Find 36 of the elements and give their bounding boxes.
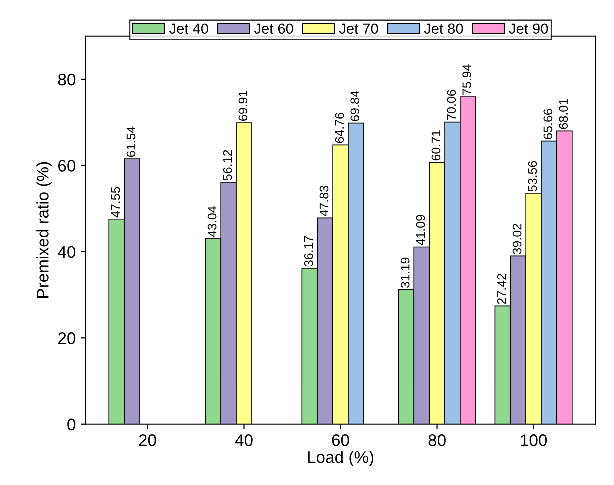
y-tick-label: 60 — [58, 160, 76, 172]
data-label: 36.17 — [304, 236, 314, 267]
legend-label: Jet 70 — [339, 24, 378, 34]
data-label: 27.42 — [497, 274, 506, 304]
x-tick-label: 20 — [139, 434, 156, 446]
x-tick-label: 100 — [521, 434, 548, 446]
data-label: 69.84 — [350, 90, 360, 122]
legend-label: Jet 40 — [170, 24, 208, 34]
data-label: 65.66 — [544, 109, 553, 140]
data-label: 69.91 — [238, 90, 248, 121]
y-tick-label: 0 — [68, 418, 76, 431]
data-label: 47.83 — [320, 186, 329, 216]
data-label: 53.56 — [528, 161, 538, 192]
data-label: 41.09 — [416, 215, 426, 246]
data-label: 47.55 — [111, 187, 120, 218]
y-tick-label: 80 — [58, 74, 76, 86]
data-label: 70.06 — [447, 90, 456, 120]
data-label: 56.12 — [223, 150, 232, 181]
x-tick-label: 80 — [428, 434, 446, 446]
data-label: 31.19 — [400, 258, 410, 288]
x-tick-label: 60 — [332, 434, 350, 446]
data-label: 75.94 — [462, 64, 472, 95]
y-tick-label: 20 — [58, 332, 76, 344]
y-tick-label: 40 — [58, 246, 76, 258]
data-label: 61.54 — [126, 126, 136, 158]
data-label: 43.04 — [208, 206, 217, 238]
y-axis-title: Premixed ratio (%) — [36, 162, 52, 298]
legend-label: Jet 90 — [509, 24, 548, 34]
data-label: 39.02 — [512, 224, 522, 254]
x-axis-title: Load (%) — [308, 451, 374, 467]
x-tick-label: 40 — [235, 434, 253, 446]
data-label: 60.71 — [432, 130, 441, 161]
legend-label: Jet 60 — [254, 24, 294, 34]
legend-label: Jet 80 — [424, 24, 464, 34]
data-label: 64.76 — [335, 113, 344, 144]
data-label: 68.01 — [559, 99, 568, 130]
